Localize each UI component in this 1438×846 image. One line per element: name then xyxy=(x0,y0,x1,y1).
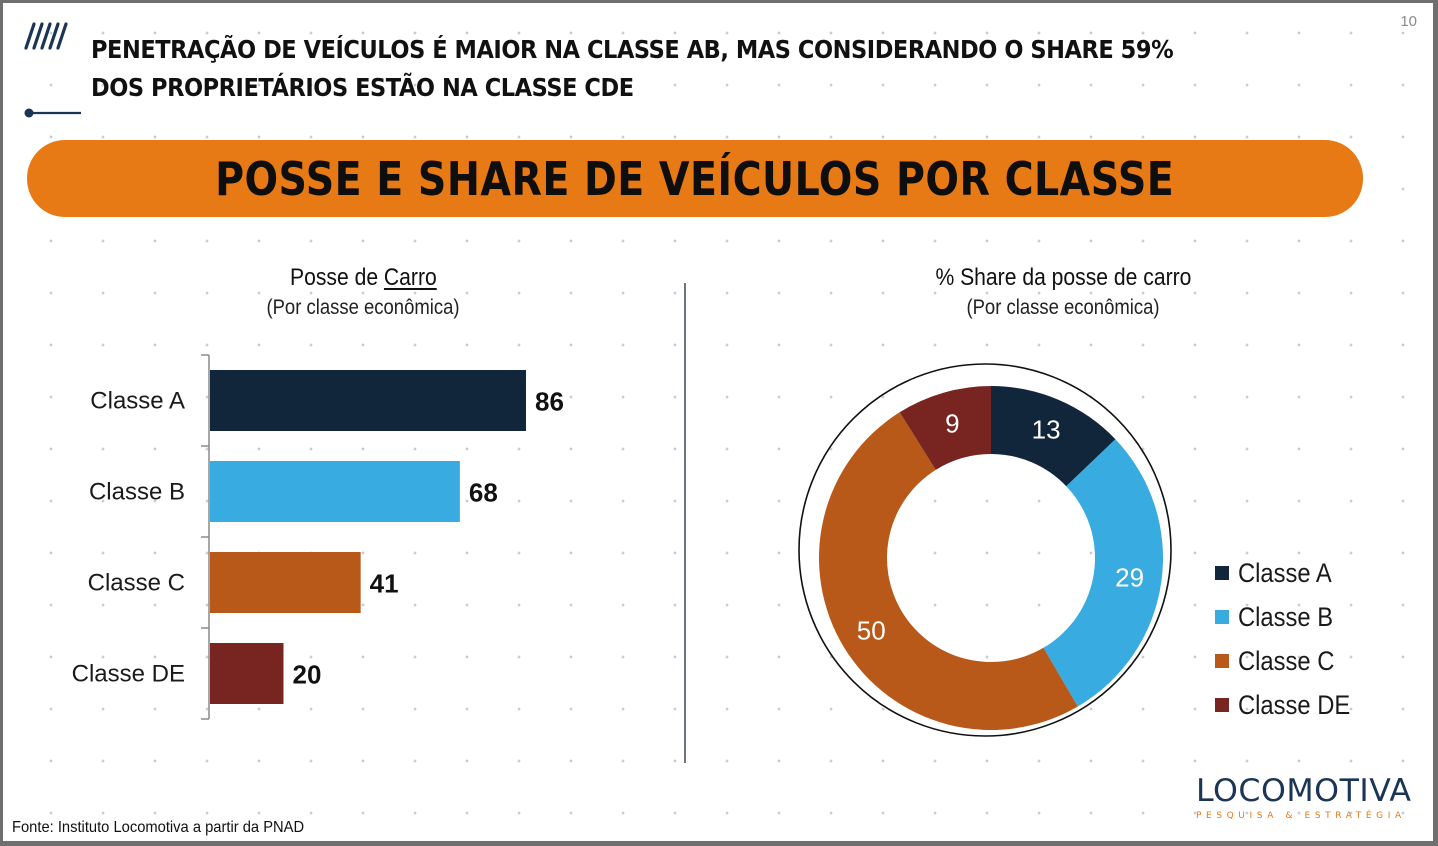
donut-chart: 13 29 50 9 xyxy=(798,363,1172,737)
bar-chart-title-emphasis: Carro xyxy=(383,264,437,291)
donut-chart-subtitle: (Por classe econômica) xyxy=(966,296,1160,319)
source-footnote: Fonte: Instituto Locomotiva a partir da … xyxy=(12,819,305,836)
banner-title: POSSE E SHARE DE VEÍCULOS POR CLASSE xyxy=(215,151,1175,206)
donut-slice-classe-a xyxy=(991,386,1116,487)
legend-item-classe-b: Classe B xyxy=(1215,595,1366,639)
legend-item-classe-de: Classe DE xyxy=(1215,683,1366,727)
bar-chart-axis xyxy=(201,354,210,720)
bar-category-label: Classe DE xyxy=(72,661,185,688)
headline-line-2: DOS PROPRIETÁRIOS ESTÃO NA CLASSE CDE xyxy=(91,73,634,102)
donut-legend: Classe A Classe B Classe C Classe DE xyxy=(1215,551,1366,727)
legend-item-classe-c: Classe C xyxy=(1215,639,1366,683)
donut-value-label: 9 xyxy=(945,408,959,438)
legend-swatch-classe-a xyxy=(1215,566,1229,580)
legend-item-classe-a: Classe A xyxy=(1215,551,1366,595)
bar-value-label: 41 xyxy=(370,569,399,599)
legend-swatch-classe-b xyxy=(1215,610,1229,624)
donut-outer-ring xyxy=(798,363,1172,737)
legend-label: Classe B xyxy=(1238,601,1334,632)
donut-slice-classe-b xyxy=(1043,439,1163,707)
donut-value-label: 50 xyxy=(857,615,886,645)
legend-label: Classe DE xyxy=(1238,689,1351,720)
page-number: 10 xyxy=(1400,13,1417,30)
donut-value-label: 29 xyxy=(1115,563,1144,593)
legend-label: Classe A xyxy=(1238,557,1332,588)
headline-line-1: PENETRAÇÃO DE VEÍCULOS É MAIOR NA CLASSE… xyxy=(91,35,1174,64)
donut-labels: 13 29 50 9 xyxy=(857,408,1144,645)
legend-swatch-classe-de xyxy=(1215,698,1229,712)
line-pin-decoration-icon xyxy=(24,108,81,118)
bar-classe-b xyxy=(210,461,460,522)
bar-chart-title: Posse de Carro (Por classe econômica) xyxy=(173,263,553,323)
bar-chart-subtitle: (Por classe econômica) xyxy=(266,296,460,319)
donut-chart-title-text: % Share da posse de carro xyxy=(935,264,1191,291)
bar-value-label: 68 xyxy=(469,478,498,508)
bar-classe-a xyxy=(210,370,526,431)
hatch-decoration-icon xyxy=(24,22,68,50)
bar-category-label: Classe C xyxy=(88,570,185,597)
chart-divider xyxy=(684,283,686,763)
bar-chart-title-prefix: Posse de xyxy=(289,264,384,291)
logo-tagline: PESQUISA & ESTRATÉGIA xyxy=(1196,811,1406,821)
bar-chart-bars: Classe A 86 Classe B 68 Classe C 41 Classe DE 2… xyxy=(72,370,564,704)
legend-label: Classe C xyxy=(1238,645,1335,676)
bar-value-label: 86 xyxy=(535,387,564,417)
bar-category-label: Classe A xyxy=(90,388,185,415)
slide-headline: PENETRAÇÃO DE VEÍCULOS É MAIOR NA CLASSE… xyxy=(91,31,1261,107)
bar-classe-de xyxy=(210,643,284,704)
donut-slice-classe-c xyxy=(818,412,1078,731)
legend-swatch-classe-c xyxy=(1215,654,1229,668)
bar-classe-c xyxy=(210,552,361,613)
section-banner: POSSE E SHARE DE VEÍCULOS POR CLASSE xyxy=(27,140,1363,217)
donut-value-label: 13 xyxy=(1032,414,1061,444)
logo-wordmark: LOCOMOTIVA xyxy=(1196,773,1412,809)
donut-slice-classe-de xyxy=(899,386,991,470)
bar-chart: Classe A 86 Classe B 68 Classe C 41 Classe DE 2… xyxy=(72,354,564,720)
bar-category-label: Classe B xyxy=(89,479,185,506)
donut-slices xyxy=(818,386,1163,731)
locomotiva-logo: LOCOMOTIVA PESQUISA & ESTRATÉGIA xyxy=(1196,775,1416,821)
donut-chart-title: % Share da posse de carro (Por classe ec… xyxy=(863,263,1263,323)
bar-value-label: 20 xyxy=(292,660,321,690)
slide: PENETRAÇÃO DE VEÍCULOS É MAIOR NA CLASSE… xyxy=(3,3,1433,841)
